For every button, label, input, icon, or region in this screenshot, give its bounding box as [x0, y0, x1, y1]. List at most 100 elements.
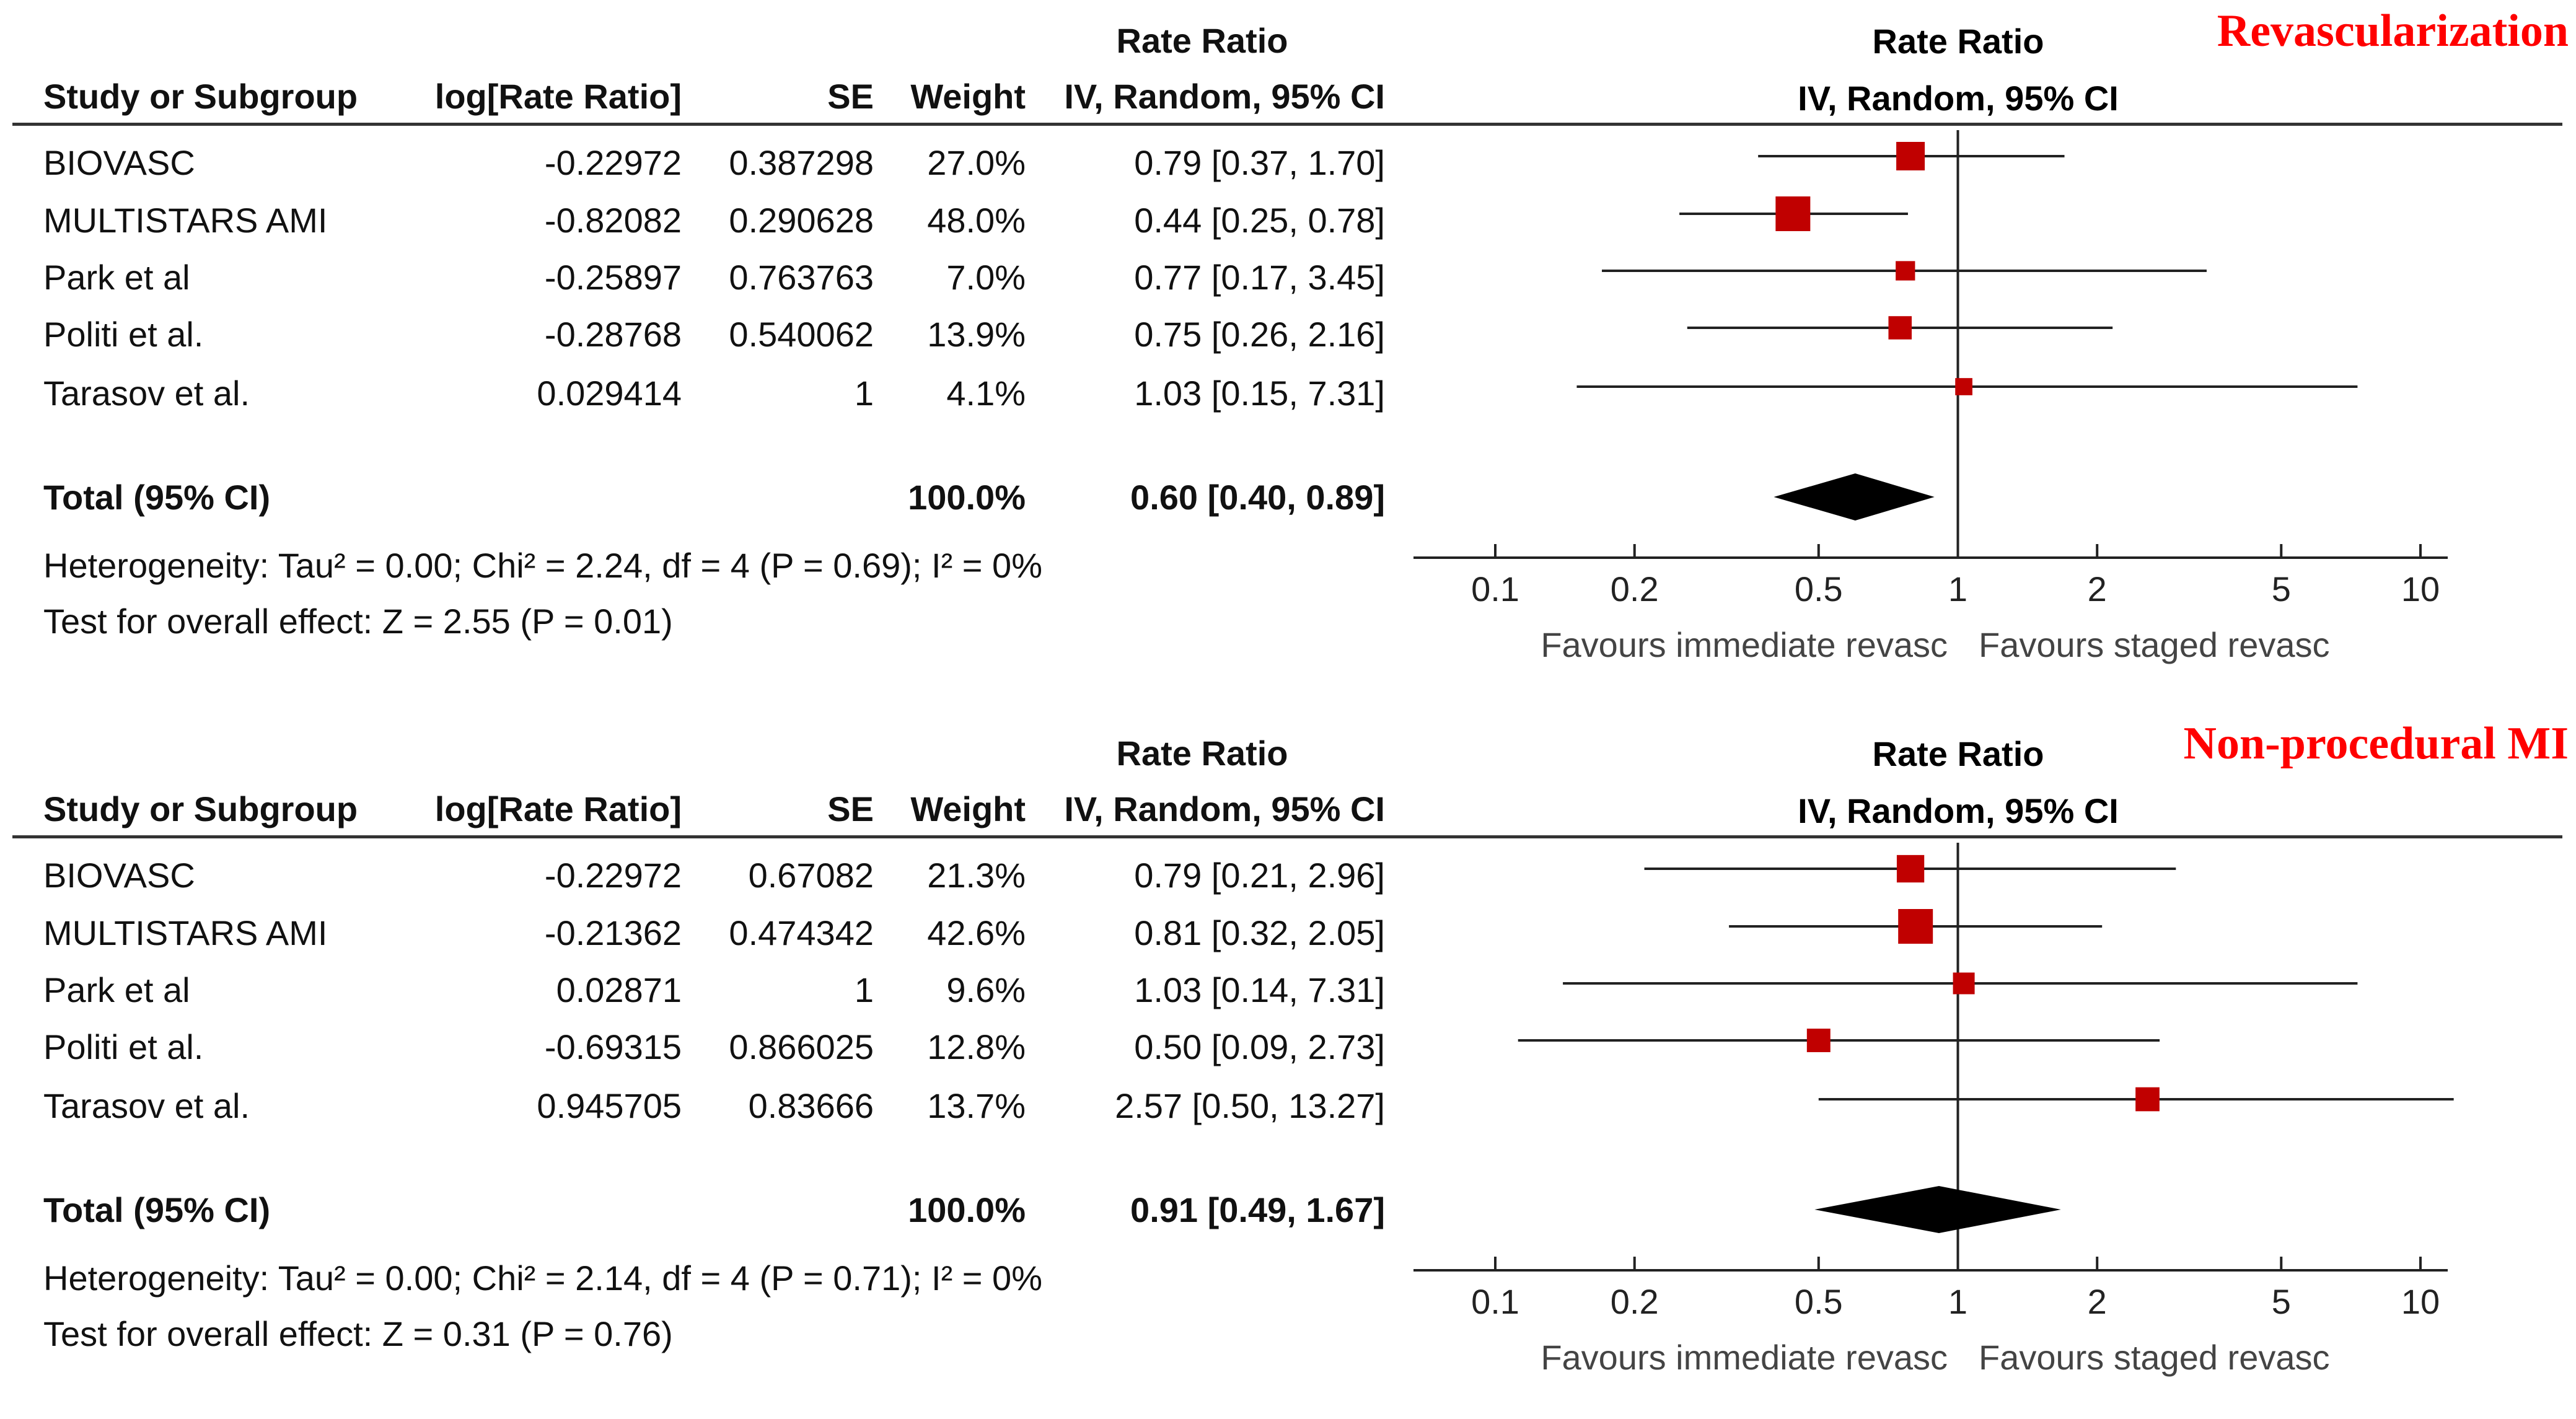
- se-value: 0.387298: [729, 143, 874, 182]
- weight-value: 27.0%: [927, 143, 1026, 182]
- favours-right-label: Favours staged revasc: [1979, 1338, 2329, 1377]
- forest-panel-non-procedural-mi: Non-procedural MI Rate Ratio Study or Su…: [0, 713, 2576, 1419]
- study-header: Study or Subgroup: [43, 77, 358, 116]
- se-header: SE: [827, 77, 874, 116]
- forest-plot: Rate Ratio IV, Random, 95% CI 0.1 0.2 0.5 1…: [1413, 22, 2448, 664]
- favours-left-label: Favours immediate revasc: [1541, 1338, 1948, 1377]
- ci-value: 2.57 [0.50, 13.27]: [1115, 1086, 1385, 1125]
- study-marker: [1888, 316, 1912, 340]
- header-rule: [12, 123, 2562, 126]
- axis-tick-label: 2: [2088, 1282, 2107, 1321]
- total-ci: 0.60 [0.40, 0.89]: [1130, 478, 1385, 517]
- plot-header-bottom: IV, Random, 95% CI: [1798, 79, 2119, 118]
- weight-value: 21.3%: [927, 856, 1026, 895]
- study-marker: [1896, 854, 1925, 883]
- weight-value: 42.6%: [927, 913, 1026, 952]
- weight-value: 48.0%: [927, 201, 1026, 240]
- weight-value: 12.8%: [927, 1027, 1026, 1066]
- total-label: Total (95% CI): [43, 1190, 271, 1229]
- se-value: 0.83666: [748, 1086, 874, 1125]
- se-value: 0.474342: [729, 913, 874, 952]
- overall-effect-text: Test for overall effect: Z = 0.31 (P = 0…: [43, 1314, 673, 1353]
- study-name: Park et al: [43, 970, 190, 1009]
- se-value: 0.763763: [729, 258, 874, 297]
- se-value: 0.540062: [729, 315, 874, 354]
- study-name: Park et al: [43, 258, 190, 297]
- total-ci: 0.91 [0.49, 1.67]: [1130, 1190, 1385, 1229]
- ci-value: 0.79 [0.37, 1.70]: [1134, 143, 1385, 182]
- ci-value: 0.77 [0.17, 3.45]: [1134, 258, 1385, 297]
- overall-effect-text: Test for overall effect: Z = 2.55 (P = 0…: [43, 602, 673, 641]
- study-name: Politi et al.: [43, 1027, 204, 1066]
- ci-value: 0.44 [0.25, 0.78]: [1134, 201, 1385, 240]
- study-header: Study or Subgroup: [43, 789, 358, 828]
- plot-header-top: Rate Ratio: [1873, 22, 2044, 61]
- logrr-value: -0.28768: [544, 315, 682, 354]
- ci-value: 1.03 [0.15, 7.31]: [1134, 374, 1385, 413]
- study-marker: [1898, 909, 1933, 944]
- weight-value: 7.0%: [946, 258, 1026, 297]
- logrr-value: -0.69315: [544, 1027, 682, 1066]
- axis-tick-label: 0.5: [1795, 569, 1843, 608]
- axis-tick-label: 10: [2401, 569, 2440, 608]
- total-label: Total (95% CI): [43, 478, 271, 517]
- heterogeneity-text: Heterogeneity: Tau² = 0.00; Chi² = 2.24,…: [43, 546, 1042, 585]
- header-rule: [12, 835, 2562, 838]
- total-weight: 100.0%: [908, 1190, 1026, 1229]
- forest-panel-revascularization: Revascularization Rate Ratio Study or Su…: [0, 0, 2576, 706]
- axis-tick-label: 1: [1948, 1282, 1967, 1321]
- study-name: Tarasov et al.: [43, 1086, 250, 1125]
- logrr-value: 0.029414: [537, 374, 682, 413]
- study-marker: [1955, 378, 1972, 395]
- axis-tick-label: 5: [2272, 569, 2291, 608]
- weight-value: 4.1%: [946, 374, 1026, 413]
- se-value: 0.866025: [729, 1027, 874, 1066]
- ci-header-top: Rate Ratio: [1116, 734, 1288, 773]
- favours-left-label: Favours immediate revasc: [1541, 625, 1948, 664]
- total-weight: 100.0%: [908, 478, 1026, 517]
- study-marker: [2135, 1087, 2160, 1112]
- study-name: Tarasov et al.: [43, 374, 250, 413]
- axis-tick-label: 5: [2272, 1282, 2291, 1321]
- study-name: BIOVASC: [43, 856, 195, 895]
- study-name: MULTISTARS AMI: [43, 201, 328, 240]
- study-name: Politi et al.: [43, 315, 204, 354]
- study-marker: [1953, 972, 1975, 995]
- study-marker: [1896, 142, 1925, 170]
- plot-header-top: Rate Ratio: [1873, 734, 2044, 773]
- logrr-value: -0.22972: [544, 856, 682, 895]
- study-marker: [1806, 1029, 1831, 1052]
- ci-value: 0.81 [0.32, 2.05]: [1134, 913, 1385, 952]
- pooled-diamond: [1814, 1186, 2061, 1233]
- logrr-value: -0.82082: [544, 201, 682, 240]
- axis-tick-label: 0.1: [1471, 569, 1519, 608]
- ci-value: 0.79 [0.21, 2.96]: [1134, 856, 1385, 895]
- axis-tick-label: 0.5: [1795, 1282, 1843, 1321]
- logrr-value: -0.21362: [544, 913, 682, 952]
- weight-value: 13.7%: [927, 1086, 1026, 1125]
- plot-header-bottom: IV, Random, 95% CI: [1798, 791, 2119, 830]
- panel-title: Revascularization: [2217, 6, 2569, 56]
- pooled-diamond: [1774, 473, 1935, 521]
- logrr-value: -0.22972: [544, 143, 682, 182]
- ci-value: 0.50 [0.09, 2.73]: [1134, 1027, 1385, 1066]
- logrr-value: 0.02871: [556, 970, 682, 1009]
- axis-tick-label: 0.2: [1611, 1282, 1659, 1321]
- ci-header-bottom: IV, Random, 95% CI: [1064, 77, 1385, 116]
- panel-title: Non-procedural MI: [2183, 718, 2569, 769]
- forest-plot: Rate Ratio IV, Random, 95% CI 0.1 0.2 0.5 1…: [1413, 734, 2454, 1377]
- favours-right-label: Favours staged revasc: [1979, 625, 2329, 664]
- logrr-header: log[Rate Ratio]: [434, 789, 682, 828]
- axis-tick-label: 0.1: [1471, 1282, 1519, 1321]
- ci-header-top: Rate Ratio: [1116, 21, 1288, 60]
- weight-header: Weight: [910, 789, 1026, 828]
- se-header: SE: [827, 789, 874, 828]
- weight-value: 9.6%: [946, 970, 1026, 1009]
- ci-value: 0.75 [0.26, 2.16]: [1134, 315, 1385, 354]
- se-value: 0.67082: [748, 856, 874, 895]
- se-value: 1: [854, 970, 874, 1009]
- study-marker: [1896, 261, 1915, 281]
- axis-tick-label: 2: [2088, 569, 2107, 608]
- weight-header: Weight: [910, 77, 1026, 116]
- ci-value: 1.03 [0.14, 7.31]: [1134, 970, 1385, 1009]
